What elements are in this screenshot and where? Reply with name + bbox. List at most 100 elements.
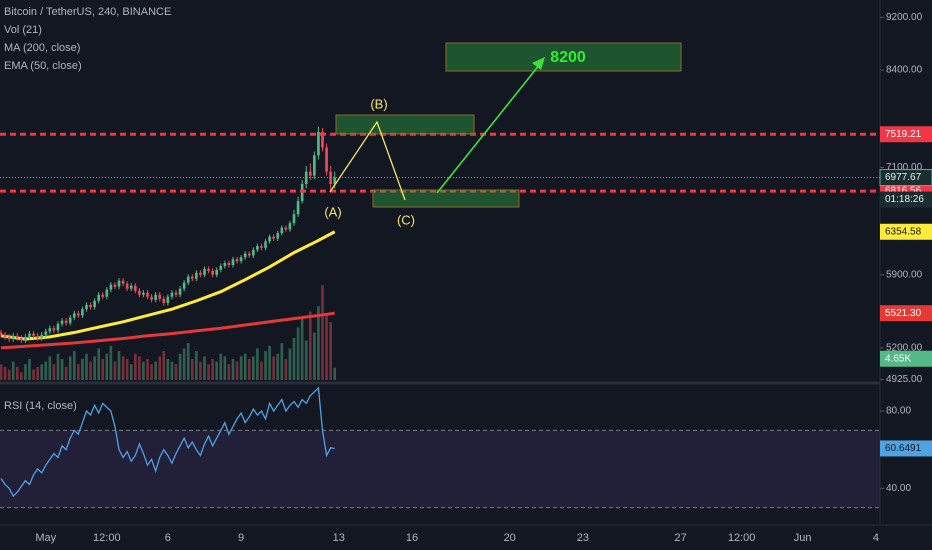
candle-body — [77, 313, 80, 316]
volume-bar — [276, 353, 280, 380]
volume-bar — [20, 372, 23, 380]
x-tick-label: 12:00 — [728, 532, 756, 544]
volume-bar — [77, 364, 80, 380]
legend-entry: EMA (50, close) — [4, 60, 82, 72]
volume-bar — [146, 358, 149, 380]
chart-title: Bitcoin / TetherUS, 240, BINANCE — [4, 6, 171, 18]
volume-bar — [24, 364, 27, 380]
candle-body — [313, 155, 316, 176]
candle-body — [264, 241, 267, 248]
legend: Bitcoin / TetherUS, 240, BINANCE Vol (21… — [4, 6, 171, 412]
x-tick-label: Jun — [794, 532, 812, 544]
candle-body — [24, 336, 27, 341]
candle-body — [121, 280, 125, 284]
c-zone — [372, 189, 520, 208]
candle-body — [333, 177, 337, 185]
candle-body — [15, 335, 19, 338]
volume-bar — [3, 366, 7, 380]
candle-body — [166, 296, 170, 303]
volume-tag — [880, 350, 932, 367]
candle-body — [162, 298, 166, 303]
price-tag — [880, 305, 932, 322]
volume-bar — [138, 356, 141, 380]
candle-body — [186, 276, 190, 283]
volume-bar — [60, 358, 64, 380]
rsi-tag-label: 60.6491 — [885, 443, 922, 454]
volume-bar — [158, 356, 162, 380]
candle-body — [113, 284, 117, 287]
volume-bar — [182, 348, 186, 380]
candle-body — [85, 304, 88, 310]
x-tick-label: 20 — [504, 532, 516, 544]
candle-body — [268, 236, 271, 242]
volume-bar — [243, 353, 247, 380]
y-tick-label: 5200.00 — [886, 343, 923, 354]
wave-line — [329, 120, 406, 201]
candle-body — [203, 268, 206, 275]
volume-bar — [85, 353, 88, 380]
candle-body — [223, 263, 227, 266]
y-tick-label: 4925.00 — [886, 374, 923, 385]
volume-bar — [207, 364, 210, 380]
volume-bar — [195, 351, 198, 380]
candle-body — [256, 246, 259, 250]
volume-bar — [219, 353, 223, 380]
volume-bar — [329, 322, 332, 380]
candle-body — [174, 292, 178, 295]
volume-bar — [235, 361, 239, 380]
candle-body — [129, 285, 133, 289]
volume-bar — [64, 366, 68, 380]
candle-body — [288, 223, 292, 230]
candle-body — [321, 131, 324, 148]
volume-bar — [129, 364, 133, 380]
candle-body — [32, 333, 35, 336]
volume-bar — [256, 348, 259, 380]
x-tick-label: 6 — [165, 532, 171, 544]
volume-bar — [333, 367, 337, 380]
volume-bar — [142, 361, 145, 380]
candle-body — [154, 294, 157, 300]
volume-bar — [121, 356, 125, 380]
volume-bar — [133, 353, 137, 380]
volume-bar — [317, 306, 320, 380]
candle-body — [308, 171, 312, 176]
candle-body — [211, 270, 214, 275]
candle-body — [260, 246, 263, 248]
candle-body — [280, 227, 284, 234]
volume-bar — [97, 348, 101, 380]
x-tick-label: 12:00 — [93, 532, 121, 544]
candle-body — [3, 334, 7, 337]
candle-body — [195, 272, 198, 279]
candle-body — [56, 323, 60, 331]
volume-bar — [125, 358, 129, 380]
volume-bar — [186, 343, 190, 380]
volume-bar — [89, 361, 92, 380]
indicator-line — [0, 230, 336, 341]
candle-body — [138, 290, 141, 295]
candle-body — [182, 282, 186, 289]
candle-body — [28, 333, 31, 337]
volume-bar — [268, 345, 271, 380]
band-fill — [0, 430, 880, 508]
candle-body — [81, 309, 84, 316]
candle-body — [133, 285, 137, 291]
price-tag-label: 6816.56 — [885, 186, 922, 197]
volume-bar — [101, 358, 105, 380]
price-tag — [880, 223, 932, 240]
candle-body — [276, 233, 280, 239]
volume-bar — [150, 364, 153, 380]
candle-body — [36, 335, 39, 338]
countdown-label: 01:18:26 — [885, 194, 924, 205]
volume-bar — [52, 364, 56, 380]
price-tag-label: 5521.30 — [885, 308, 922, 319]
x-tick-label: 23 — [577, 532, 589, 544]
volume-bar — [93, 356, 96, 380]
volume-bar — [48, 356, 52, 380]
arrow-line — [436, 63, 541, 194]
volume-bar — [11, 361, 15, 380]
axes: May 12:00 6 9 13 16 20 23 27 12:00 Jun 4 9200.00 8400… — [35, 12, 932, 544]
volume-bar — [247, 358, 251, 380]
volume-bar — [81, 358, 84, 380]
volume-bar — [260, 361, 263, 380]
volume-bar — [44, 361, 48, 380]
